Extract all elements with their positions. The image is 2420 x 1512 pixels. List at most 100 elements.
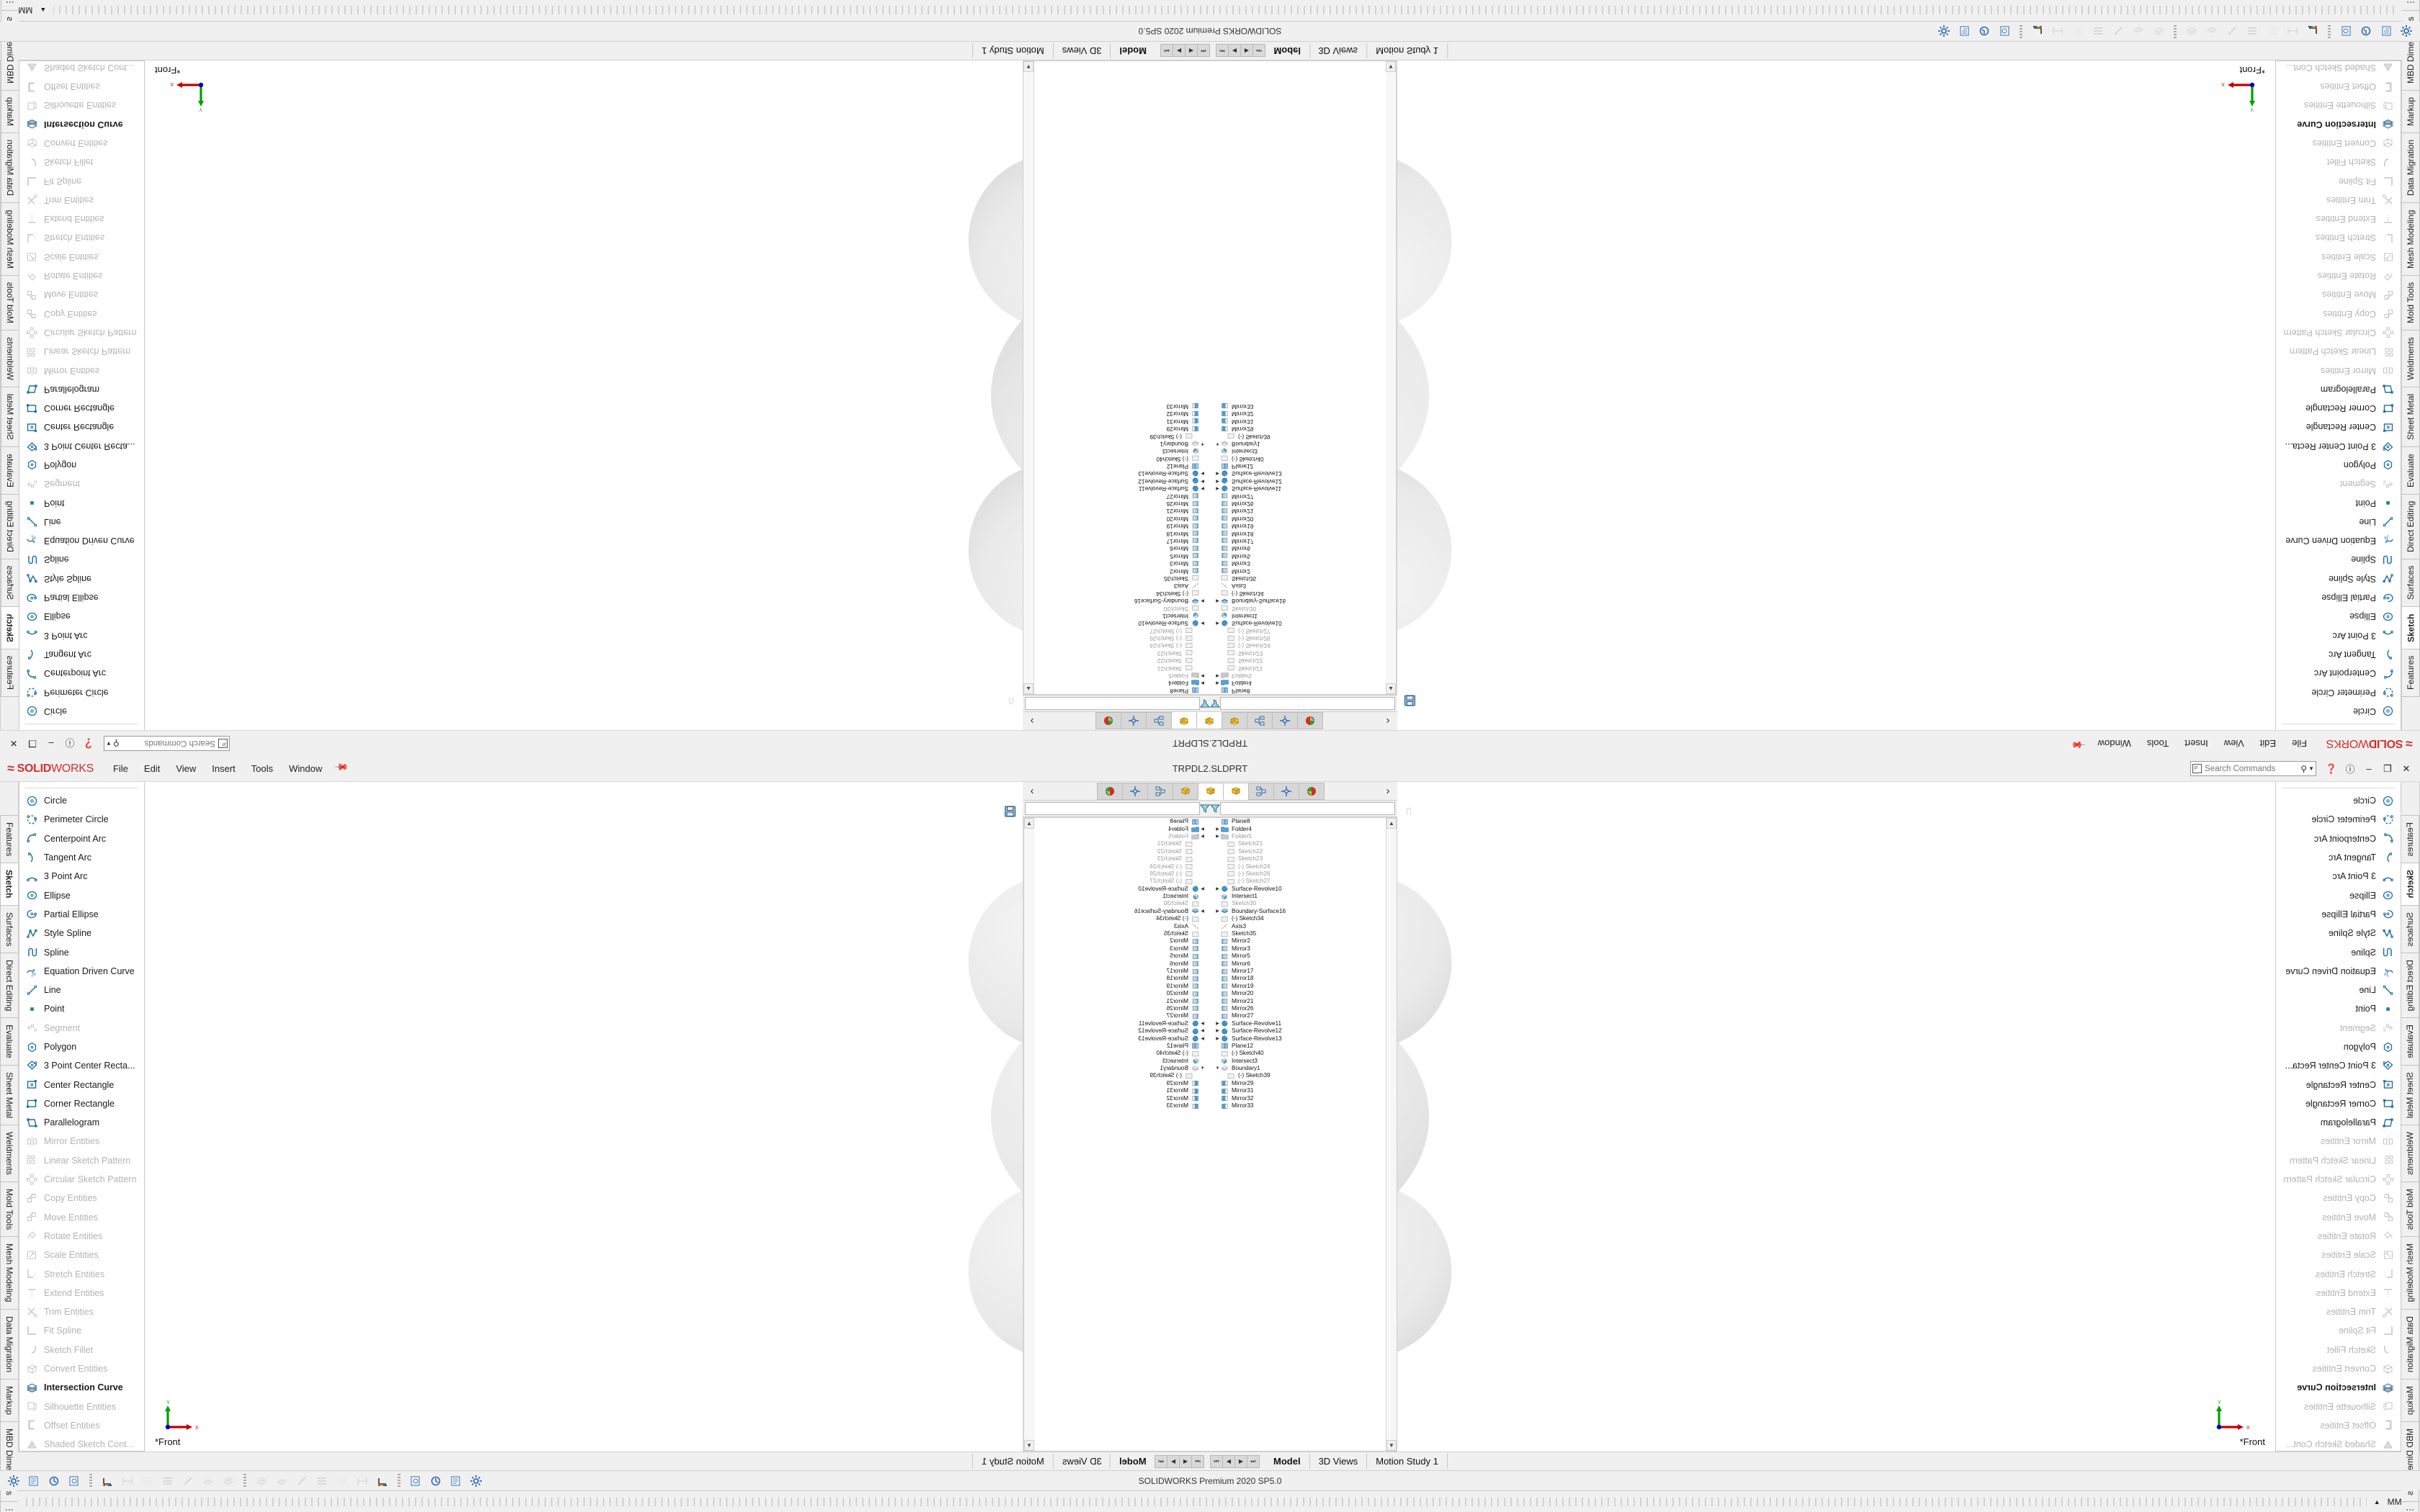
sketch-menu-item-spline[interactable]: Spline [2276, 550, 2401, 569]
chevron-right-icon[interactable]: ▶ [1216, 680, 1219, 685]
feature-tree-item[interactable]: (-) Sketch39 [1034, 1072, 1206, 1079]
cm-tab-overflow-1[interactable]: ⋮ [0, 1501, 18, 1512]
chevron-right-icon[interactable]: ▶ [1201, 834, 1204, 839]
display-manager-tab-m[interactable] [1297, 712, 1324, 730]
feature-tree-item[interactable]: (-) Sketch24 [1214, 642, 1386, 649]
nav-last-mirror[interactable]: ⏭ [1252, 44, 1265, 58]
sketch-menu-item-perimeter-circle[interactable]: Perimeter Circle [2276, 683, 2401, 701]
display-manager-icon[interactable] [1298, 782, 1325, 800]
feature-tree-item[interactable]: ▶ Surface-Revolve11 [1214, 485, 1386, 492]
feature-tree-item[interactable]: ▶ Surface-Revolve11 [1034, 1020, 1206, 1027]
feature-tree-left[interactable]: Plane8 ▶ Folder4 ▶ Folder5 Sketch21 Sketch22 Sk… [1034, 818, 1210, 1451]
feature-tree-item[interactable]: Mirror18 [1034, 529, 1206, 537]
feature-tree-item[interactable]: Mirror29 [1214, 425, 1386, 432]
chevron-right-icon[interactable]: ▶ [1216, 827, 1219, 832]
nav-first[interactable]: ⏮ [1210, 1454, 1223, 1468]
sketch-menu-item-3-point-center-recta[interactable]: 3 Point Center Recta... [2276, 437, 2401, 456]
sketch-menu-item-3-point-center-recta[interactable]: 3 Point Center Recta... [2276, 1056, 2401, 1075]
configuration-manager-icon[interactable] [1121, 712, 1147, 730]
feature-tree-item[interactable]: Axis3 [1034, 922, 1206, 930]
feature-tree-item[interactable]: ▶ Boundary-Surface16 [1034, 908, 1206, 915]
sketch-menu-item-line[interactable]: Line [19, 981, 144, 999]
menu-item-view[interactable]: View [2223, 738, 2244, 749]
feature-tree-item[interactable]: ▼ Boundary1 [1214, 440, 1386, 447]
sketch-menu-item-3-point-arc[interactable]: 3 Point Arc [19, 626, 144, 645]
chevron-right-icon[interactable]: ▶ [1201, 621, 1204, 626]
tab-model[interactable]: Model [1110, 43, 1155, 58]
scroll-up-icon-right[interactable]: ▲ [1023, 683, 1034, 694]
feature-tree-item[interactable]: Mirror19 [1214, 522, 1386, 529]
feature-tree-item[interactable]: Mirror29 [1034, 425, 1206, 432]
feature-tree-item[interactable]: (-) Sketch40 [1214, 455, 1386, 462]
sketch-menu-item-3-point-center-recta[interactable]: 3 Point Center Recta... [19, 437, 144, 456]
cm-tab-direct-editing-m[interactable]: Direct Editing [2401, 953, 2419, 1019]
cm-tab-sheet-metal[interactable]: Sheet Metal [0, 1065, 18, 1126]
cm-tab-weldments-m[interactable]: Weldments [1, 329, 19, 387]
feature-tree-item[interactable]: Mirror3 [1214, 559, 1386, 567]
sketch-menu-item-circle[interactable]: Circle [2276, 702, 2401, 721]
feature-tree-item[interactable]: Mirror17 [1034, 537, 1206, 544]
feature-tree-icon[interactable] [1171, 712, 1198, 730]
feature-tree-item[interactable]: Mirror20 [1214, 515, 1386, 522]
menu-item-file[interactable]: File [2292, 738, 2308, 749]
feature-tree-item[interactable]: ▶ Folder5 [1034, 833, 1206, 840]
feature-tree-item[interactable]: ▶ Surface-Revolve11 [1034, 485, 1206, 492]
feature-tree-item[interactable]: (-) Sketch34 [1214, 915, 1386, 922]
sketch-menu-item-point[interactable]: Point [19, 493, 144, 512]
feature-tree-item[interactable]: (-) Sketch40 [1034, 455, 1206, 462]
feature-tree-item[interactable]: Intersect3 [1214, 1058, 1386, 1065]
feature-tree-item[interactable]: (-) Sketch24 [1214, 863, 1386, 870]
chevron-right-icon[interactable]: ▶ [1216, 621, 1219, 626]
feature-tree-item[interactable]: ▶ Folder5 [1214, 833, 1386, 840]
settings-gear-icon-l[interactable] [2397, 24, 2416, 40]
cm-tab-mesh-modeling[interactable]: Mesh Modeling [0, 1236, 18, 1310]
feature-tree-item[interactable]: Plane8 [1214, 687, 1386, 694]
cm-tab-data-migration-m[interactable]: Data Migration [1, 132, 19, 204]
feature-tree-item[interactable]: Mirror2 [1034, 937, 1206, 945]
cm-tab-mesh-modeling-m[interactable]: Mesh Modeling [2401, 1236, 2419, 1310]
scroll-up-icon-left[interactable]: ▲ [1386, 683, 1396, 694]
sketch-menu-item-parallelogram[interactable]: Parallelogram [2276, 380, 2401, 399]
cm-tab-mold-tools-m[interactable]: Mold Tools [1, 274, 19, 330]
sketch-menu-item-equation-driven-curve[interactable]: fx Equation Driven Curve [19, 962, 144, 981]
feature-tree-item[interactable]: Sketch23 [1214, 649, 1386, 657]
sketch-menu-item-centerpoint-arc[interactable]: Centerpoint Arc [2276, 829, 2401, 848]
command-manager-tab-rail-mirror[interactable]: Features Sketch Surfaces Direct Editing … [2401, 782, 2420, 1512]
cm-tab-mold-tools[interactable]: Mold Tools [0, 1182, 18, 1238]
minimize-button[interactable]: – [48, 738, 54, 749]
chevron-right-icon[interactable]: ▶ [1216, 1021, 1219, 1026]
sketch-menu-item-center-rectangle[interactable]: Center Rectangle [2276, 418, 2401, 436]
sketch-menu-item-centerpoint-arc[interactable]: Centerpoint Arc [19, 664, 144, 683]
feature-tree-item[interactable]: Mirror17 [1214, 968, 1386, 975]
feature-tree-item[interactable]: ▼ Boundary1 [1214, 1065, 1386, 1072]
menu-item-insert[interactable]: Insert [2184, 738, 2208, 749]
feature-tree-item[interactable]: Mirror27 [1214, 1012, 1386, 1020]
feature-tree-item[interactable]: Mirror6 [1034, 544, 1206, 552]
feature-tree-item[interactable]: Mirror3 [1214, 945, 1386, 953]
feature-tree-item[interactable]: ▶ Surface-Revolve10 [1214, 619, 1386, 626]
nav-next-mirror[interactable]: ▶ [1167, 1454, 1180, 1468]
cm-tab-weldments[interactable]: Weldments [0, 1125, 18, 1183]
feature-tree-item[interactable]: Mirror27 [1034, 1012, 1206, 1020]
feature-tree-item[interactable]: Mirror33 [1214, 402, 1386, 410]
status-toolbar[interactable]: SOLIDWORKS Premium 2020 SP5.0 [0, 22, 2420, 42]
feature-tree-item[interactable]: Intersect1 [1034, 893, 1206, 900]
feature-tree-item[interactable]: (-) Sketch34 [1214, 590, 1386, 597]
feature-tree-item[interactable]: Sketch23 [1214, 855, 1386, 863]
sketch-menu-item-point[interactable]: Point [2276, 493, 2401, 512]
unit-status-bar[interactable]: ▲ MMGS [0, 0, 2420, 22]
chevron-right-icon[interactable]: ▶ [1216, 486, 1219, 491]
feature-tree-filter-input-right[interactable] [1025, 697, 1200, 710]
feature-manager-tab-strip[interactable]: ‹ › [1023, 711, 1397, 730]
feature-tree-item[interactable]: Plane12 [1034, 1043, 1206, 1050]
feature-tree-item[interactable]: Axis3 [1034, 582, 1206, 589]
sketch-menu-item-partial-ellipse[interactable]: Partial Ellipse [19, 588, 144, 607]
dimxpert-icon-m[interactable] [1272, 712, 1299, 730]
feature-tree-item[interactable]: Sketch35 [1214, 575, 1386, 582]
nav-next-mirror[interactable]: ▶ [1240, 44, 1253, 58]
feature-tree-icon-m[interactable] [1196, 712, 1223, 730]
scroll-track-right[interactable] [1023, 72, 1034, 683]
feature-tree-item[interactable]: (-) Sketch24 [1034, 642, 1206, 649]
feature-tree-item[interactable]: ▶ Folder5 [1214, 672, 1386, 679]
close-button[interactable]: ✕ [9, 738, 18, 750]
